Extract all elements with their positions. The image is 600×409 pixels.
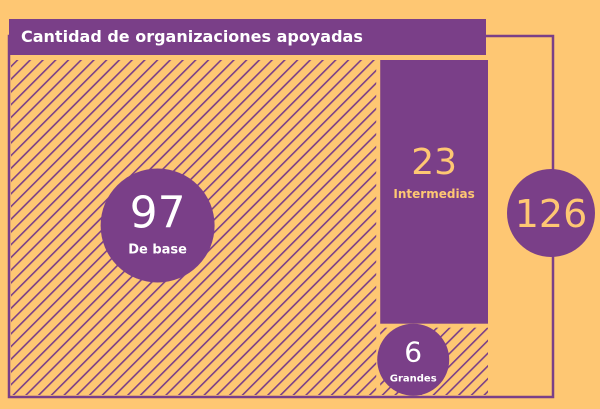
category-label-intermedias: Intermedias (393, 187, 474, 201)
value-label-intermedias: 23 (411, 142, 457, 183)
badge-grandes (377, 323, 450, 396)
total-badge (507, 169, 595, 257)
value-label-de-base: 97 (130, 188, 186, 239)
tile-intermedias (380, 60, 488, 324)
value-label-grandes: 6 (404, 336, 422, 369)
total-value-label: 126 (515, 192, 588, 236)
category-label-de-base: De base (128, 243, 187, 258)
category-label-grandes: Grandes (390, 374, 437, 385)
chart-title: Cantidad de organizaciones apoyadas (9, 19, 486, 55)
badge-de-base (100, 168, 215, 283)
